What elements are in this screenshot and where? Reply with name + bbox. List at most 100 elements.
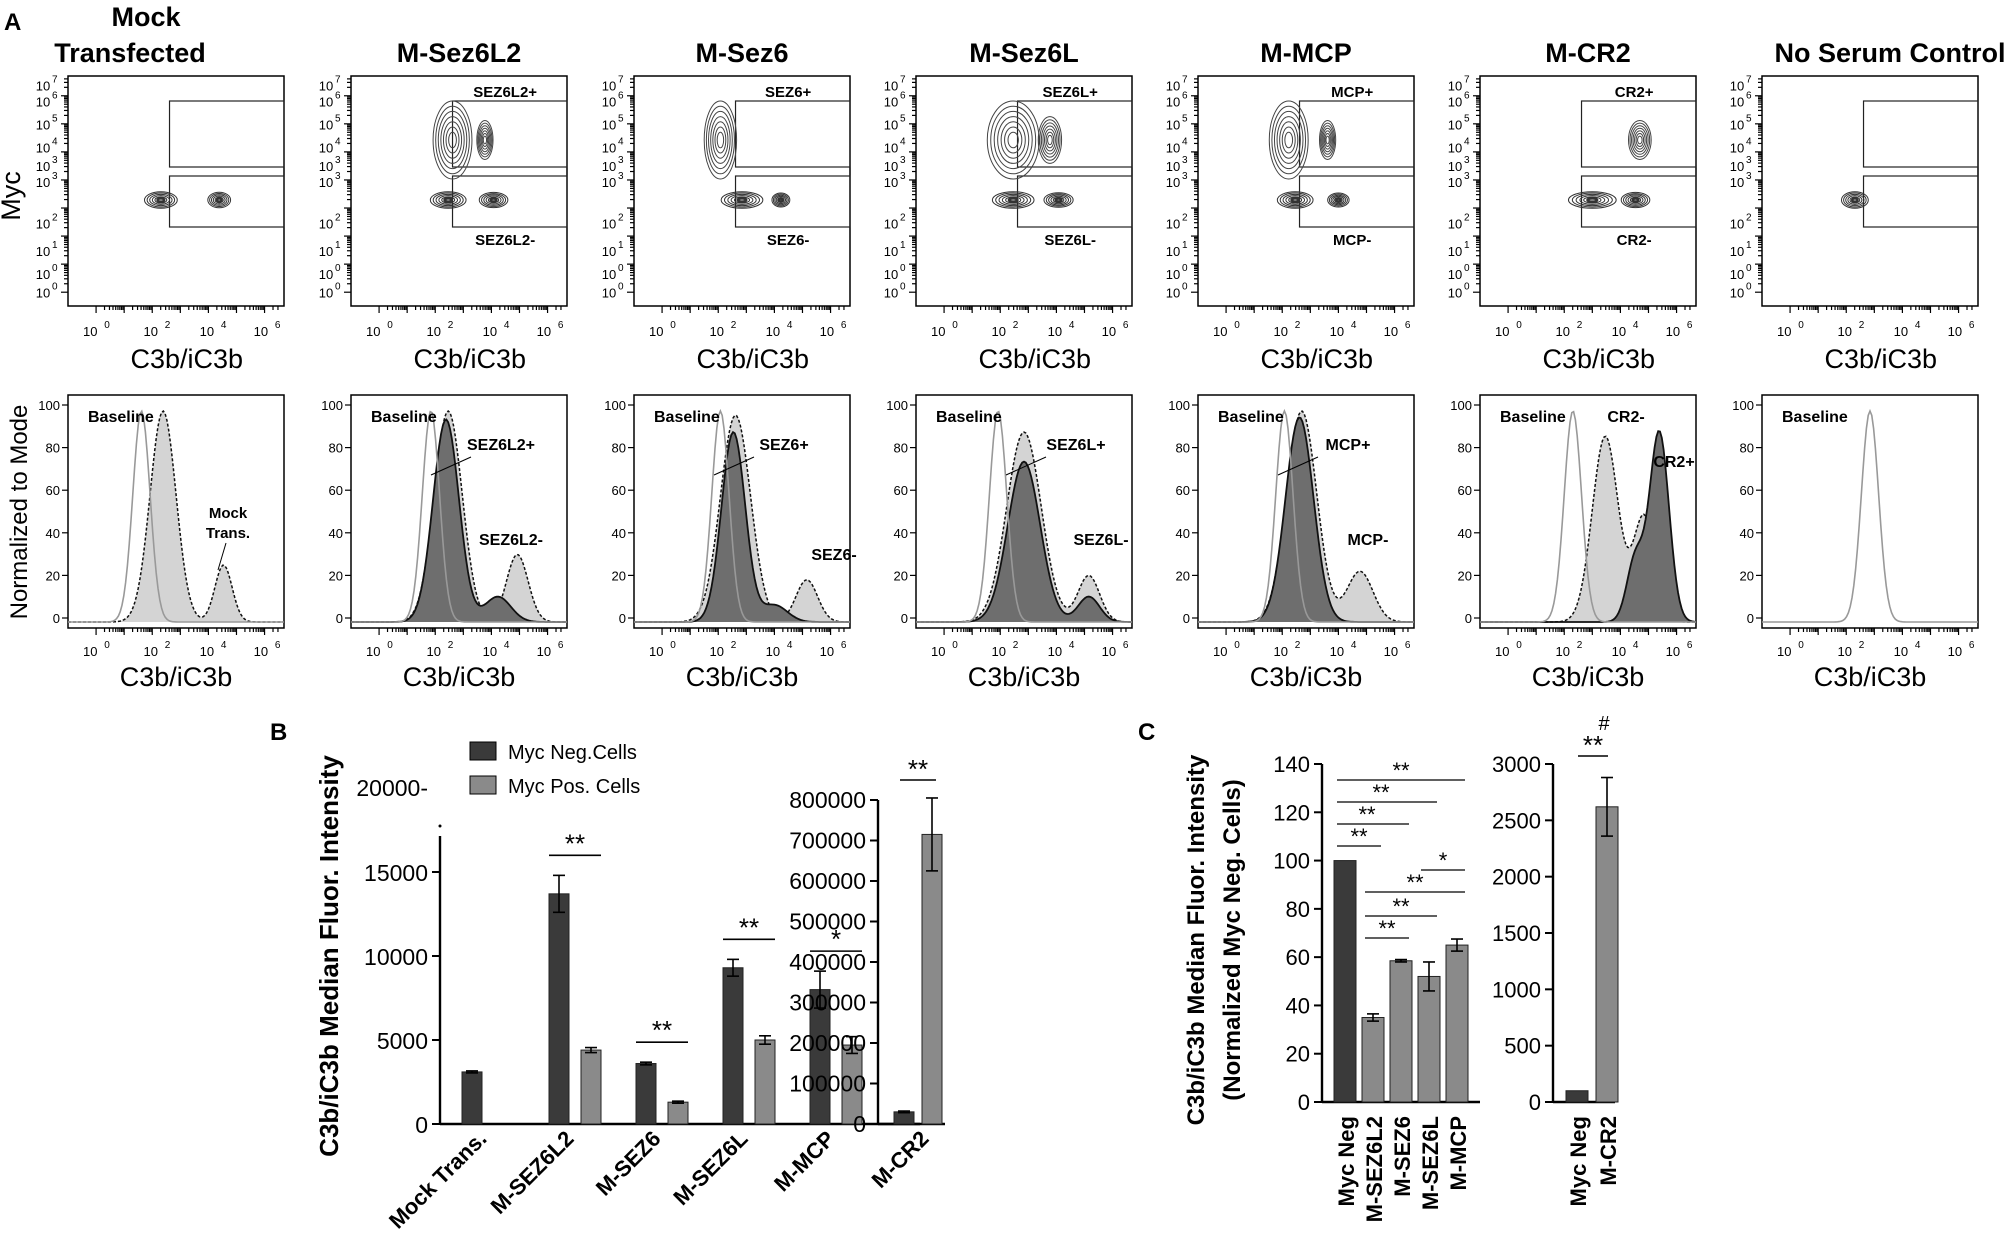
annotation-leader: [713, 456, 755, 476]
contour-ring: [995, 192, 1032, 208]
y-tick-exp: 3: [1464, 171, 1470, 182]
x-tick-label: 10: [991, 324, 1005, 339]
y-tick-label: 10: [36, 217, 50, 232]
y-tick-exp: 4: [1182, 137, 1188, 148]
contour-plot: 10 710 610 510 410 310 310 210 110 010 010 0 10 2 10 4 1…: [1166, 75, 1415, 374]
contour-ring: [723, 192, 761, 208]
x-tick-exp: 0: [1234, 320, 1240, 331]
annotation-leader: [1277, 456, 1319, 476]
y-tick-exp: 5: [335, 114, 341, 125]
y-tick-label: 10: [319, 217, 333, 232]
y-tick-label: 20: [46, 568, 60, 583]
y-tick-label: 10: [884, 159, 898, 174]
contour-ring: [777, 197, 784, 203]
y-tick-label: 10000: [364, 944, 428, 970]
contour-ring: [437, 110, 468, 170]
gate-myc-pos: [451, 100, 568, 168]
annotation-leader: [430, 456, 472, 476]
x-tick-label: M-SEZ6: [1390, 1116, 1415, 1197]
y-tick-label: 100: [38, 398, 60, 413]
hist-annotation: CR2+: [1653, 454, 1694, 471]
chart-c-left: 0 20 40 60 80 100 120 140 C3b/iC3b Median Fluor.…: [1183, 752, 1480, 1222]
contour-ring: [1271, 105, 1307, 175]
x-tick-label: 10: [1948, 324, 1962, 339]
x-tick-exp: 2: [448, 640, 454, 651]
contour-ring: [479, 127, 491, 153]
y-tick-exp: 2: [1746, 213, 1752, 224]
y-tick-label: 10: [1730, 267, 1744, 282]
gate-label-pos: MCP+: [1331, 84, 1373, 101]
bar: [548, 893, 570, 1125]
x-tick-label: 10: [1837, 324, 1851, 339]
histogram-baseline: [916, 410, 1132, 623]
y-tick-label: 10: [1166, 118, 1180, 133]
contour-ring: [478, 191, 509, 209]
hist-annotation: Mock: [209, 505, 248, 522]
y-axis-title: (Normalized Myc Neg. Cells): [1219, 779, 1246, 1100]
y-tick-label: 300000: [789, 990, 866, 1016]
y-tick-label: 10: [1448, 159, 1462, 174]
contour-ring: [435, 105, 470, 175]
y-tick-exp: 4: [1746, 137, 1752, 148]
contour-ring: [1279, 121, 1299, 159]
contour-ring: [716, 131, 725, 149]
contour-ring: [1322, 127, 1333, 153]
annotation-leader: [217, 542, 227, 571]
gate-label-neg: MCP-: [1333, 232, 1371, 249]
y-tick-label: 10: [1730, 244, 1744, 259]
contour-ring: [1583, 196, 1602, 204]
x-tick-label: M-MCP: [769, 1126, 839, 1196]
x-tick-label: 10: [254, 324, 268, 339]
x-tick-label: 10: [1666, 324, 1680, 339]
bar: [1595, 806, 1619, 1103]
y-tick-label: 10: [884, 95, 898, 110]
y-tick-label: 0: [1465, 611, 1472, 626]
x-tick-label: 10: [1048, 644, 1062, 659]
x-tick-label: 10: [1894, 324, 1908, 339]
contour-ring: [1007, 131, 1019, 149]
hist-annotation: Trans.: [206, 525, 250, 542]
x-tick-label: 10: [366, 324, 380, 339]
y-tick-label: 10: [1730, 141, 1744, 156]
x-axis-label: C3b/iC3b: [686, 662, 799, 692]
contour-ring: [1632, 127, 1648, 153]
y-tick-label: 10: [884, 118, 898, 133]
x-tick-exp: 0: [387, 640, 393, 651]
y-tick-exp: 0: [52, 263, 58, 274]
y-tick-label: 0: [1298, 1090, 1310, 1115]
contour-ring: [478, 125, 492, 155]
contour-ring: [1047, 134, 1053, 146]
x-tick-label: 10: [820, 644, 834, 659]
y-tick-exp: 3: [335, 155, 341, 166]
y-tick-label: 100: [1732, 398, 1754, 413]
x-tick-label: 10: [1048, 324, 1062, 339]
contour-frame: [1479, 75, 1697, 307]
contour-ring: [1321, 125, 1335, 155]
x-tick-label: 10: [426, 644, 440, 659]
x-tick-label: 10: [143, 644, 157, 659]
y-tick-label: 1500: [1492, 921, 1541, 946]
x-tick-label: M-CR2: [867, 1126, 934, 1193]
contour-ring: [1290, 197, 1301, 203]
contour-ring: [1276, 191, 1314, 209]
chart-b-right: 0 100000 200000 300000 400000 500000 600000 700…: [789, 754, 945, 1193]
x-tick-exp: 0: [387, 320, 393, 331]
contour-ring: [149, 193, 173, 207]
x-tick-label: 10: [1555, 644, 1569, 659]
x-tick-exp: 2: [731, 320, 737, 331]
contour-ring: [1634, 130, 1646, 150]
y-tick-label: 5000: [377, 1028, 428, 1054]
y-tick-exp: 1: [900, 240, 906, 251]
y-tick-label: 80: [894, 441, 908, 456]
y-tick-exp: 0: [1464, 282, 1470, 293]
bar: [893, 1111, 915, 1125]
contour-ring: [730, 195, 754, 205]
x-tick-label: Myc Neg: [1334, 1116, 1359, 1206]
x-tick-exp: 6: [1687, 640, 1693, 651]
panel-label-c: C: [1138, 719, 1155, 746]
contour-ring: [1847, 195, 1863, 205]
gate-myc-pos: [1016, 100, 1133, 168]
y-tick-exp: 2: [335, 213, 341, 224]
x-tick-exp: 6: [1405, 640, 1411, 651]
